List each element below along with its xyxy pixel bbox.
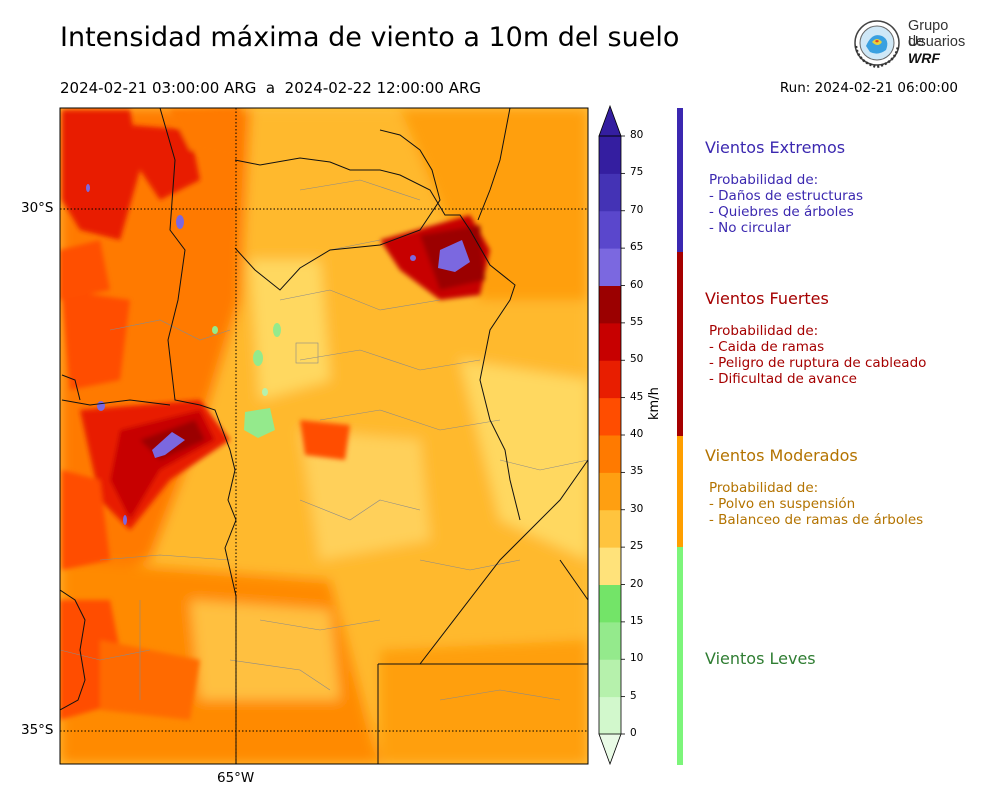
chart-title: Intensidad máxima de viento a 10m del su… — [60, 22, 680, 53]
colorbar-tick-label: 55 — [630, 315, 644, 328]
colorbar-band — [599, 173, 621, 212]
colorbar-extend-high — [598, 104, 622, 137]
department-boundaries — [60, 179, 588, 701]
colorbar-tick-label: 5 — [630, 689, 637, 702]
wind-field-calm-areas — [212, 323, 281, 438]
colorbar-tick-label: 15 — [630, 614, 644, 627]
category-title-moderados: Vientos Moderados — [705, 446, 858, 465]
colorbar-band — [599, 696, 621, 735]
colorbar-band — [599, 621, 621, 660]
graticule — [60, 108, 588, 764]
legend-bar-extremos — [677, 108, 683, 252]
category-line: Probabilidad de: — [709, 480, 819, 496]
wind-field-map — [60, 108, 588, 764]
category-line: Probabilidad de: — [709, 172, 819, 188]
colorbar-tick-label: 0 — [630, 727, 637, 739]
forecast-period: 2024-02-21 03:00:00 ARG a 2024-02-22 12:… — [60, 79, 482, 97]
logo-text-line3: WRF — [908, 50, 940, 66]
category-line: - Dificultad de avance — [709, 371, 857, 387]
colorbar-band — [599, 136, 621, 174]
colorbar-band — [599, 435, 621, 473]
logo-seal-icon — [854, 20, 900, 69]
category-title-extremos: Vientos Extremos — [705, 138, 846, 157]
colorbar-band — [599, 509, 621, 548]
colorbar-band — [599, 360, 621, 399]
category-text-moderados: Probabilidad de: - Polvo en suspensión -… — [709, 480, 923, 528]
colorbar-band — [599, 547, 621, 585]
wind-field-strong-cores — [60, 108, 490, 720]
category-line: - Peligro de ruptura de cableado — [709, 355, 927, 371]
lon-label-65w: 65°W — [217, 770, 255, 786]
colorbar-tick-label: 75 — [630, 166, 644, 179]
colorbar-tick-label: 30 — [630, 502, 644, 515]
colorbar-tick-label: 60 — [630, 278, 644, 291]
colorbar-tick-label: 40 — [630, 428, 644, 440]
colorbar-band — [599, 659, 621, 698]
category-line: - Quiebres de árboles — [709, 204, 854, 220]
colorbar-band — [599, 285, 621, 324]
province-boundaries — [60, 108, 588, 764]
category-line: - Daños de estructuras — [709, 188, 864, 204]
colorbar-tick-label: 70 — [630, 203, 644, 216]
category-line: - Polvo en suspensión — [709, 496, 856, 512]
colorbar-band — [599, 397, 621, 436]
colorbar-tick-label: 10 — [630, 652, 644, 665]
legend-bar-moderados — [677, 436, 683, 547]
category-text-extremos: Probabilidad de: - Daños de estructuras … — [709, 172, 863, 236]
logo-text-line2: Usuarios — [908, 34, 966, 50]
grupo-usuarios-wrf-logo: Grupo de Usuarios WRF — [848, 16, 968, 74]
category-line: Probabilidad de: — [709, 323, 819, 339]
legend-bar-fuertes — [677, 252, 683, 436]
colorbar-tick-label: 80 — [630, 129, 644, 141]
colorbar-band — [599, 322, 621, 361]
model-run-time: Run: 2024-02-21 06:00:00 — [779, 80, 958, 96]
colorbar-band — [599, 584, 621, 623]
category-text-fuertes: Probabilidad de: - Caida de ramas - Peli… — [709, 323, 926, 387]
colorbar-tick-label: 20 — [630, 577, 644, 590]
legend-bar-leves — [677, 547, 683, 765]
colorbar-band — [599, 210, 621, 249]
category-title-fuertes: Vientos Fuertes — [705, 289, 829, 308]
colorbar-tick-label: 35 — [630, 465, 644, 478]
colorbar-tick-label: 25 — [630, 540, 644, 553]
colorbar-band — [599, 248, 621, 286]
colorbar-tick-label: 50 — [630, 353, 644, 366]
wind-field-extreme-spots — [86, 184, 470, 525]
colorbar — [598, 104, 625, 766]
colorbar-tick-label: 65 — [630, 241, 644, 254]
colorbar-extend-low — [598, 733, 622, 766]
category-line: - No circular — [709, 220, 791, 236]
map-frame — [59, 107, 589, 765]
category-line: - Balanceo de ramas de árboles — [709, 512, 924, 528]
colorbar-tick-label: 45 — [630, 390, 644, 403]
colorbar-band — [599, 472, 621, 511]
colorbar-unit-label: km/h — [647, 387, 662, 420]
lat-label-35s: 35°S — [21, 722, 54, 738]
logo-text-line1: Grupo de — [908, 18, 949, 50]
lat-label-30s: 30°S — [21, 200, 54, 216]
category-title-leves: Vientos Leves — [705, 649, 816, 668]
category-line: - Caida de ramas — [709, 339, 825, 355]
